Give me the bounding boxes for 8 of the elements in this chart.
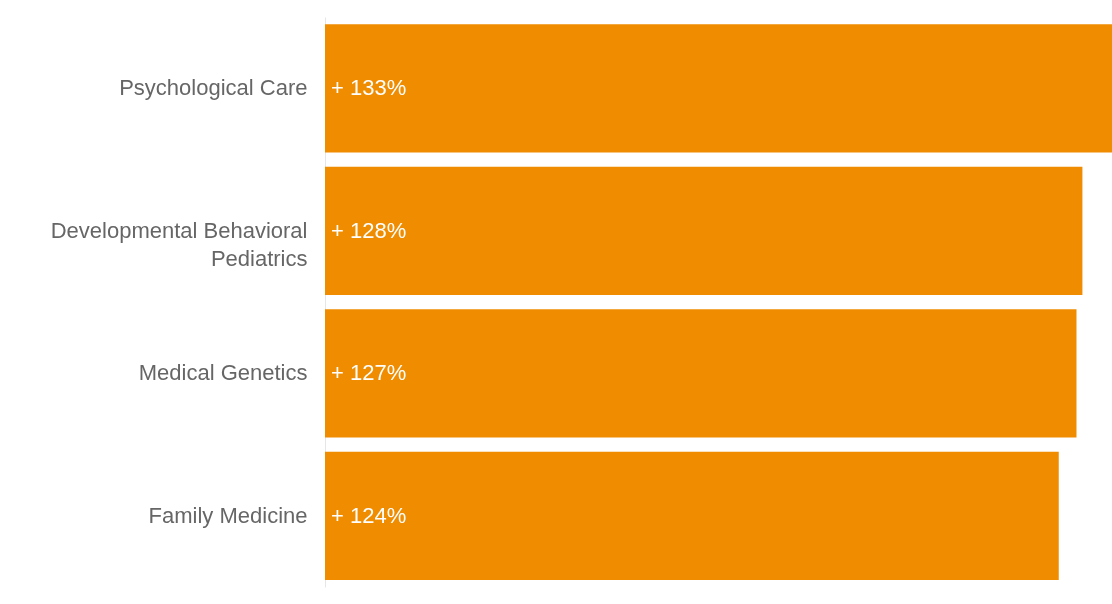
y-tick-label: Developmental Behavioral Pediatrics: [50, 217, 308, 271]
data-label: + 124%: [331, 502, 407, 528]
y-tick-label: Psychological Care: [119, 75, 308, 101]
data-label: + 133%: [331, 75, 407, 101]
y-tick-label: Medical Genetics: [138, 360, 308, 386]
y-tick-label: Family Medicine: [148, 502, 308, 528]
data-label: + 127%: [331, 360, 407, 386]
data-label: + 128%: [331, 217, 407, 243]
